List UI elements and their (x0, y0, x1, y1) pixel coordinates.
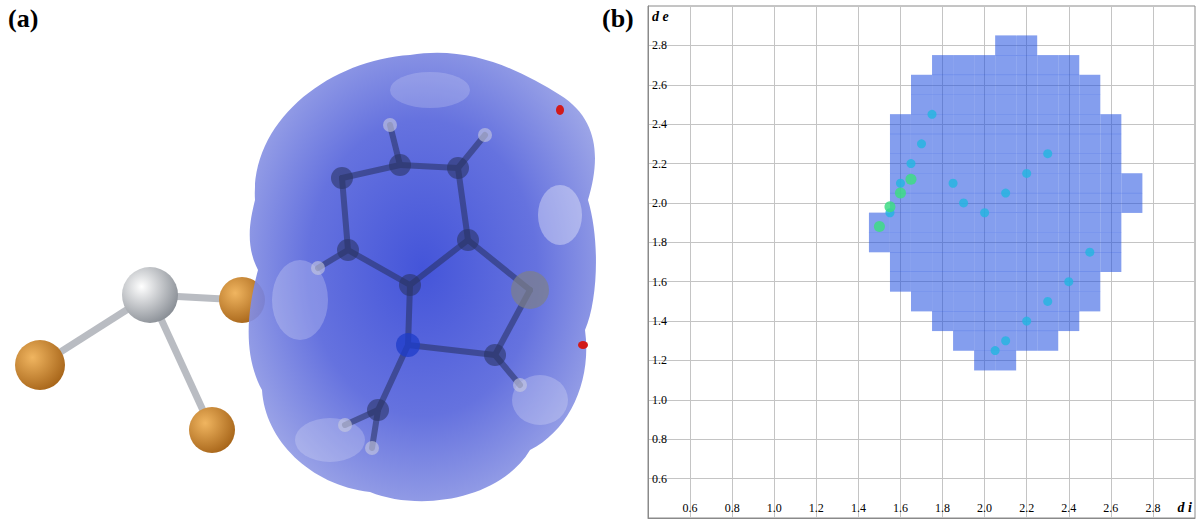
svg-text:0.8: 0.8 (652, 432, 667, 446)
svg-text:2.6: 2.6 (652, 78, 667, 92)
svg-text:1.4: 1.4 (851, 501, 866, 515)
svg-text:1.4: 1.4 (652, 314, 667, 328)
svg-text:d e: d e (652, 9, 669, 24)
svg-text:2.2: 2.2 (1019, 501, 1034, 515)
svg-text:1.6: 1.6 (652, 275, 667, 289)
svg-text:1.2: 1.2 (652, 353, 667, 367)
html-text:(b): (b) (602, 4, 634, 33)
svg-text:2.8: 2.8 (652, 38, 667, 52)
svg-text:1.0: 1.0 (767, 501, 782, 515)
svg-text:0.6: 0.6 (652, 472, 667, 486)
svg-text:1.2: 1.2 (809, 501, 824, 515)
svg-text:0.8: 0.8 (725, 501, 740, 515)
svg-text:2.8: 2.8 (1145, 501, 1160, 515)
svg-text:2.6: 2.6 (1103, 501, 1118, 515)
svg-text:0.6: 0.6 (683, 501, 698, 515)
svg-text:2.4: 2.4 (652, 117, 667, 131)
svg-text:1.0: 1.0 (652, 393, 667, 407)
svg-text:1.8: 1.8 (652, 235, 667, 249)
svg-text:1.8: 1.8 (935, 501, 950, 515)
svg-text:2.2: 2.2 (652, 157, 667, 171)
html-text:(a): (a) (8, 4, 39, 33)
svg-text:2.4: 2.4 (1061, 501, 1076, 515)
svg-text:d i: d i (1178, 500, 1193, 515)
svg-text:1.6: 1.6 (893, 501, 908, 515)
svg-text:2.0: 2.0 (977, 501, 992, 515)
svg-text:2.0: 2.0 (652, 196, 667, 210)
